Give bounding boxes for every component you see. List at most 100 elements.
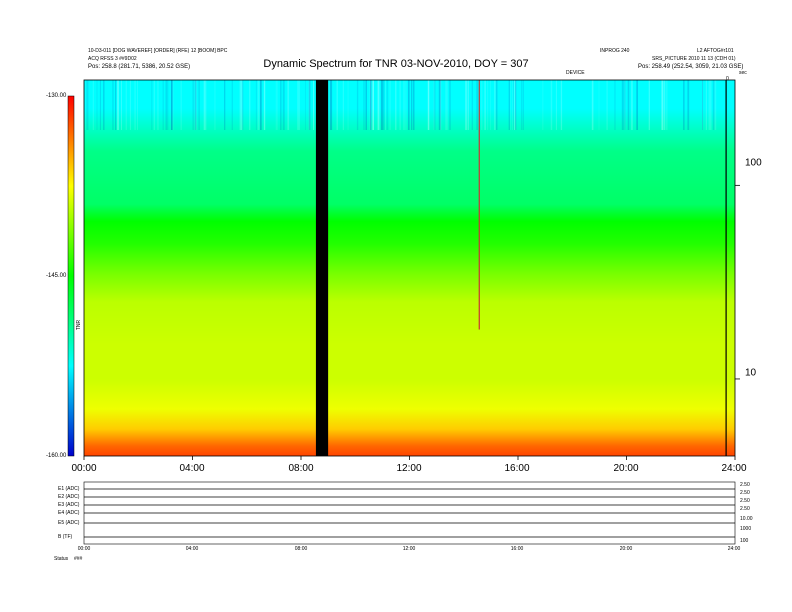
spectrogram-streak: [648, 80, 650, 130]
spectrogram-streak: [449, 80, 451, 130]
bottom-x-tick: 20:00: [619, 546, 633, 552]
bottom-x-tick: 08:00: [294, 546, 308, 552]
spectrogram-streak: [305, 80, 306, 130]
right-axis-tick-100: 100: [745, 157, 762, 169]
header-center-small-label: DEVICE: [566, 70, 585, 76]
spectrogram-streak: [240, 80, 243, 130]
spectrogram-streak: [153, 80, 155, 130]
colorbar-tick-mid: -145.00: [46, 273, 67, 279]
colorbar: [67, 95, 75, 457]
spectrogram-streak: [313, 80, 315, 130]
spectrogram-streak: [171, 80, 173, 130]
spectrogram-streak: [446, 80, 448, 130]
spectrogram-streak: [356, 80, 359, 130]
chart-title: Dynamic Spectrum for TNR 03-NOV-2010, DO…: [263, 58, 529, 70]
spectrogram-streak: [433, 80, 435, 130]
spectrogram-streak: [606, 80, 608, 130]
spectrogram-streak: [103, 80, 105, 130]
spectrogram-streak: [165, 80, 168, 130]
colorbar-tick-top: -130.00: [46, 93, 67, 99]
spectrogram-streak: [242, 80, 244, 130]
header-left-line2: ACQ RFSS 3 ##9D02: [88, 56, 137, 62]
x-tick-label: 04:00: [179, 463, 205, 474]
spectrogram-streak: [172, 80, 174, 130]
header-left-line3: Pos: 258.8 (281.71, 5386, 20.52 GSE): [88, 64, 191, 70]
right-axis-tick-10: 10: [745, 367, 757, 379]
spectrogram-streak: [308, 80, 311, 130]
spectrogram-streak: [112, 80, 114, 130]
status-value: ###: [74, 556, 83, 562]
bottom-x-tick: 04:00: [185, 546, 199, 552]
status-label: Status: [54, 556, 69, 562]
spectrogram-streak: [476, 80, 478, 130]
bottom-row-label: E2 (ADC): [58, 494, 80, 500]
spectrogram-streak: [372, 80, 374, 130]
spectrogram-streak: [412, 80, 415, 130]
spectrogram-streak: [192, 80, 194, 130]
spectrogram-streak: [224, 80, 226, 130]
spectrogram-streak: [115, 80, 117, 130]
spectrogram-streak: [484, 80, 486, 130]
spectrogram-streak: [496, 80, 498, 130]
spectrogram-streak: [495, 80, 497, 130]
spectrogram-streak: [433, 80, 436, 130]
spectrogram-streak: [96, 80, 98, 130]
x-tick-label: 00:00: [71, 463, 97, 474]
spectrogram-streak: [591, 80, 594, 130]
spectrogram-streak: [624, 80, 626, 130]
bottom-right-value: 100: [740, 538, 749, 544]
spectrogram-background: [84, 80, 735, 456]
spectrogram-streak: [438, 80, 441, 130]
x-tick-label: 16:00: [504, 463, 530, 474]
spectrogram-streak: [598, 80, 600, 130]
spectrogram-streak: [399, 80, 401, 130]
header-right-mid-label: INPROG 240: [600, 48, 630, 54]
spectrogram-streak: [134, 80, 136, 130]
spectrogram-streak: [512, 80, 514, 130]
header-corner-top-label: sec: [739, 70, 747, 76]
spectrogram-streak: [636, 80, 638, 130]
spectrogram-streak: [370, 80, 372, 130]
spectrogram-streak: [376, 80, 379, 130]
spectrogram-streak: [661, 80, 664, 130]
spectrogram-streak: [381, 80, 383, 130]
spectrogram-streak: [369, 80, 372, 130]
spectrogram-streak: [465, 80, 468, 130]
header-right-line2: SRS_PICTURE 2010 11 13 (CDH 01): [652, 56, 736, 62]
bottom-x-tick: 12:00: [402, 546, 416, 552]
spectrogram-streak: [560, 80, 563, 130]
spectrogram-streak: [299, 80, 300, 130]
spectrogram-streak: [255, 80, 257, 130]
spectrogram-streak: [86, 80, 89, 130]
spectrogram-streak: [515, 80, 517, 130]
spectrogram-streak: [249, 80, 251, 130]
spectrogram-streak: [99, 80, 101, 130]
spectrogram-streak: [494, 80, 496, 130]
spectrogram-streak: [467, 80, 469, 130]
spectrogram-streak: [555, 80, 557, 130]
bottom-right-value: 2.50: [740, 490, 750, 496]
spectrogram-streak: [257, 80, 260, 130]
spectrogram-streak: [157, 80, 159, 130]
spectrogram-streak: [481, 80, 483, 130]
spectrogram-streak: [445, 80, 446, 130]
spectrogram-streak: [282, 80, 285, 130]
bottom-right-value: 2.50: [740, 482, 750, 488]
spectrogram-streak: [403, 80, 405, 130]
bottom-row-label: E5 (ADC): [58, 520, 80, 526]
spectrogram-streak: [205, 80, 207, 130]
spectrogram-streak: [372, 80, 374, 130]
spectrogram-streak: [662, 80, 664, 130]
spectrogram-streak: [231, 80, 233, 130]
spectrogram-streak: [705, 80, 707, 130]
spectrogram-streak: [687, 80, 690, 130]
spectrogram-streak: [631, 80, 633, 130]
spectrogram-streak: [287, 80, 290, 130]
spectrogram-streak: [621, 80, 624, 130]
spectrogram-streak: [329, 80, 332, 130]
spectrogram-streak: [385, 80, 386, 130]
spectrogram-streak: [663, 80, 666, 130]
spectrogram-streak: [263, 80, 266, 130]
bottom-row-label: E3 (ADC): [58, 502, 80, 508]
spectrogram-streak: [427, 80, 429, 130]
